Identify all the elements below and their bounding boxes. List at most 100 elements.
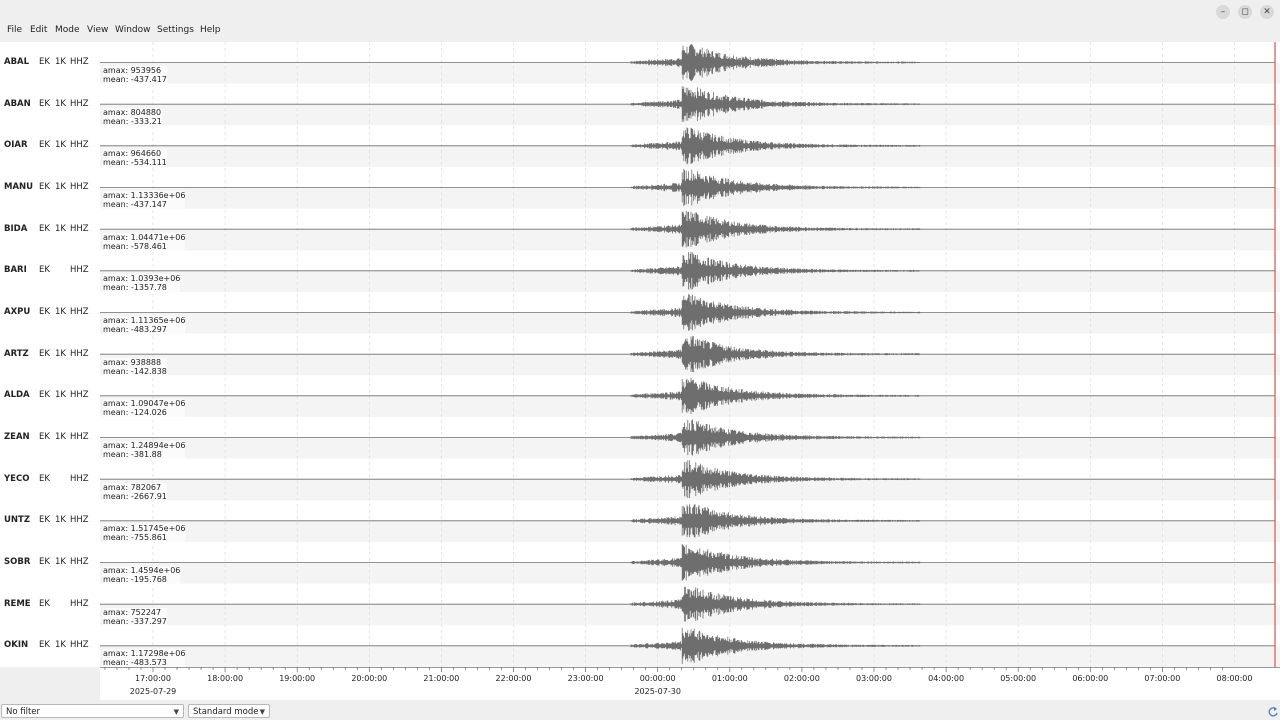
trace-stats: amax: 804880 mean: -333.21	[103, 107, 162, 126]
close-button[interactable]: ✕	[1260, 5, 1274, 19]
amax-value: amax: 938888	[103, 357, 162, 367]
row-band	[100, 229, 1280, 251]
time-tick-label: 07:00:00	[1144, 674, 1181, 683]
station-code: ABAN	[4, 98, 31, 109]
time-tick-label: 18:00:00	[207, 674, 244, 683]
trace-label-row[interactable]: BIDA EK 1K HHZ	[0, 209, 100, 251]
trace-stats: amax: 1.11365e+06 mean: -483.297	[103, 316, 186, 334]
station-code: AXPU	[4, 307, 31, 317]
amax-value: amax: 782067	[103, 482, 162, 492]
time-tick-label: 22:00:00	[495, 674, 532, 683]
menu-help[interactable]: Help	[200, 25, 221, 35]
trace-label-row[interactable]: ALDA EK 1K HHZ	[0, 375, 100, 417]
waveform-canvas[interactable]	[100, 42, 1280, 667]
time-axis: 17:00:00 18:00:00 19:00:00 20:00:00 21:00:00…	[100, 667, 1280, 700]
trace-stats: amax: 1.24894e+06 mean: -381.88	[103, 441, 186, 459]
trace-stats: amax: 953956 mean: -437.417	[103, 66, 167, 84]
trace-stats: amax: 1.04471e+06 mean: -578.461	[103, 232, 186, 251]
network-code: EK	[39, 515, 50, 526]
trace-label-row[interactable]: MANU EK 1K HHZ	[0, 167, 100, 209]
location-code: 1K	[55, 182, 66, 192]
trace-label-row[interactable]: AXPU EK 1K HHZ	[0, 292, 100, 334]
time-tick-label: 17:00:00	[135, 674, 171, 683]
mean-value: mean: -2667.91	[103, 491, 167, 501]
waveform	[630, 168, 921, 207]
row-band	[100, 646, 1280, 667]
channel-code: HHZ	[70, 265, 89, 276]
station-code: ALDA	[4, 390, 30, 401]
filter-select[interactable]: No filter ▼	[1, 704, 184, 718]
waveform	[630, 252, 921, 290]
station-code: BARI	[4, 265, 27, 276]
waveform	[630, 336, 921, 373]
channel-code: HHZ	[70, 640, 89, 651]
trace-label-column: ABAL EK 1K HHZ ABAN EK 1K HHZ OIAR EK 1K HHZ MANU EK 1…	[0, 42, 100, 667]
menu-mode[interactable]: Mode	[55, 25, 80, 35]
network-code: EK	[39, 223, 50, 234]
row-band	[100, 437, 1280, 459]
station-code: OKIN	[4, 640, 29, 651]
trace-label-row[interactable]: ABAL EK 1K HHZ	[0, 42, 100, 84]
time-tick-label: 01:00:00	[711, 674, 748, 683]
channel-code: HHZ	[70, 57, 89, 67]
trace-label-row[interactable]: BARI EK HHZ	[0, 250, 100, 292]
trace-stats: amax: 938888 mean: -142.838	[103, 357, 167, 376]
refresh-icon[interactable]	[1267, 706, 1279, 718]
row-band	[100, 604, 1280, 626]
mean-value: mean: -142.838	[103, 366, 167, 376]
channel-code: HHZ	[70, 598, 89, 609]
trace-stats: amax: 782067 mean: -2667.91	[103, 482, 167, 501]
mode-select[interactable]: Standard mode ▼	[188, 704, 270, 718]
mean-value: mean: -578.461	[103, 241, 167, 251]
trace-label-row[interactable]: OIAR EK 1K HHZ	[0, 125, 100, 167]
mean-value: mean: -483.297	[103, 325, 167, 334]
amax-value: amax: 1.13336e+06	[103, 191, 186, 200]
row-band	[100, 146, 1280, 167]
network-code: EK	[39, 598, 50, 609]
station-code: OIAR	[4, 140, 28, 151]
trace-label-row[interactable]: OKIN EK 1K HHZ	[0, 625, 100, 667]
amax-value: amax: 804880	[103, 107, 162, 117]
menu-view[interactable]: View	[87, 25, 109, 35]
menu-file[interactable]: File	[7, 25, 23, 35]
waveform	[630, 627, 921, 664]
waveform	[630, 377, 921, 414]
time-tick-label: 03:00:00	[856, 674, 892, 683]
trace-stats: amax: 752247 mean: -337.297	[103, 607, 167, 626]
time-tick-label: 19:00:00	[279, 674, 316, 683]
menu-window[interactable]: Window	[115, 25, 151, 35]
time-tick-label: 21:00:00	[423, 674, 460, 683]
mean-value: mean: -337.297	[103, 616, 167, 626]
amax-value: amax: 1.04471e+06	[103, 232, 186, 242]
station-code: YECO	[4, 473, 30, 484]
trace-label-row[interactable]: SOBR EK 1K HHZ	[0, 542, 100, 584]
trace-label-row[interactable]: UNTZ EK 1K HHZ	[0, 500, 100, 542]
date-label: 2025-07-29	[129, 687, 177, 696]
location-code: 1K	[55, 223, 66, 234]
trace-stats: amax: 964660 mean: -534.111	[103, 149, 167, 168]
title-bar: – ◻ ✕	[0, 0, 1280, 23]
menu-settings[interactable]: Settings	[157, 25, 194, 35]
mean-value: mean: -483.573	[103, 658, 167, 668]
location-code: 1K	[55, 348, 66, 359]
row-band	[100, 312, 1280, 334]
station-code: ABAL	[4, 57, 30, 67]
chevron-down-icon: ▼	[173, 708, 179, 716]
time-tick-label: 06:00:00	[1072, 674, 1109, 683]
trace-plot[interactable]: amax: 953956 mean: -437.417 amax: 804880 me…	[100, 42, 1280, 668]
menu-edit[interactable]: Edit	[30, 25, 48, 35]
maximize-button[interactable]: ◻	[1238, 5, 1252, 19]
network-code: EK	[39, 265, 50, 276]
time-tick-label: 23:00:00	[567, 674, 604, 683]
network-code: EK	[39, 640, 50, 651]
trace-label-row[interactable]: ARTZ EK 1K HHZ	[0, 334, 100, 376]
location-code: 1K	[55, 140, 66, 151]
trace-label-row[interactable]: ABAN EK 1K HHZ	[0, 84, 100, 126]
trace-label-row[interactable]: REME EK HHZ	[0, 584, 100, 626]
waveform	[630, 419, 921, 456]
station-code: SOBR	[4, 557, 31, 567]
trace-label-row[interactable]: ZEAN EK 1K HHZ	[0, 417, 100, 459]
minimize-button[interactable]: –	[1216, 5, 1230, 19]
trace-label-row[interactable]: YECO EK HHZ	[0, 459, 100, 501]
network-code: EK	[39, 98, 50, 109]
